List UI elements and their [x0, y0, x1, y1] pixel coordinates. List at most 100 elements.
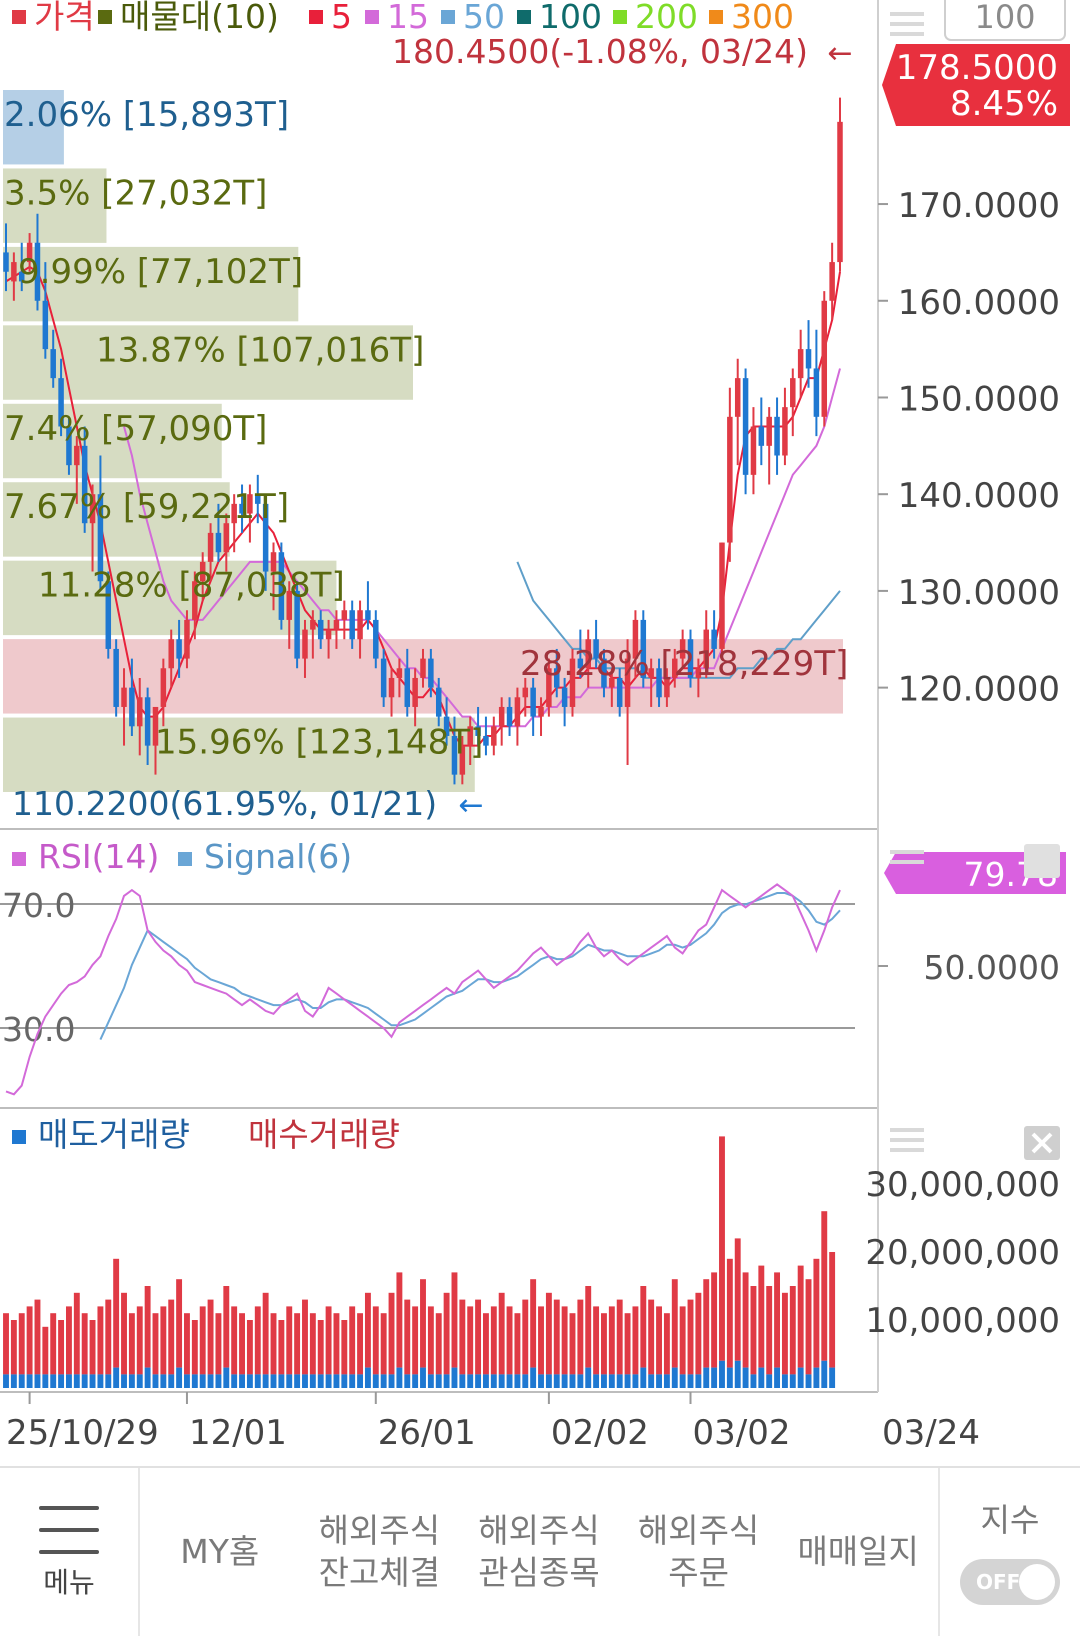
- sell-volume-bar: [160, 1374, 167, 1388]
- candle-body: [26, 242, 33, 263]
- buy-volume-bar: [742, 1272, 749, 1368]
- toolbar-item-label: 해외주식: [478, 1511, 600, 1550]
- candle-body: [664, 677, 670, 698]
- sell-volume-bar: [18, 1374, 25, 1388]
- candle-body: [727, 416, 733, 543]
- sell-volume-bar: [404, 1374, 411, 1388]
- candle-body: [192, 581, 198, 620]
- buy-volume-bar: [81, 1313, 88, 1375]
- price-tick-label: 130.0000: [898, 573, 1060, 613]
- toolbar-item-watchlist[interactable]: 해외주식 관심종목: [459, 1468, 619, 1636]
- legend-label: 300: [731, 0, 794, 36]
- buy-volume-bar: [695, 1292, 702, 1375]
- buy-volume-bar: [734, 1238, 741, 1361]
- buy-volume-bar: [364, 1292, 371, 1368]
- legend-label: 200: [635, 0, 698, 36]
- sell-volume-bar: [270, 1374, 277, 1388]
- menu-button[interactable]: 메뉴: [0, 1468, 140, 1636]
- signal-line: [99, 892, 841, 1041]
- toolbar-item-order[interactable]: 해외주식 주문: [619, 1468, 779, 1636]
- candle-body: [561, 687, 568, 707]
- toolbar-item-holdings[interactable]: 해외주식 잔고체결: [300, 1468, 460, 1636]
- toolbar-item-label: 해외주식: [318, 1511, 441, 1550]
- buy-volume-bar: [357, 1313, 364, 1375]
- buy-volume-bar: [435, 1313, 442, 1375]
- rsi-settings-icon[interactable]: [890, 850, 924, 864]
- candle-body: [176, 639, 182, 659]
- price-tick-label: 160.0000: [898, 283, 1060, 323]
- volume-tick-label: 30,000,000: [865, 1165, 1060, 1205]
- sell-volume-bar: [184, 1374, 190, 1388]
- candle-body: [530, 687, 536, 717]
- buy-volume-bar: [648, 1299, 655, 1375]
- volume-close-icon[interactable]: [1024, 1126, 1060, 1160]
- sell-volume-bar: [695, 1374, 702, 1388]
- date-last-label: 03/24: [882, 1413, 980, 1453]
- rsi-lines: [5, 883, 841, 1096]
- sell-volume-bar: [475, 1374, 482, 1388]
- candle-body: [585, 639, 591, 669]
- sell-volume-bar: [766, 1374, 773, 1388]
- toolbar-item-trading-journal[interactable]: 매매일지: [778, 1468, 938, 1636]
- sell-volume-bar: [396, 1367, 403, 1388]
- candle-body: [58, 378, 64, 427]
- profile-label: 15.96% [123,148T]: [155, 723, 483, 763]
- sell-volume-bar: [42, 1374, 49, 1388]
- buy-volume-bar: [128, 1313, 135, 1375]
- candle-body: [152, 706, 159, 746]
- chart-settings-icon[interactable]: [890, 12, 924, 36]
- sell-volume-bar: [443, 1374, 450, 1388]
- date-tick-label: 03/02: [693, 1413, 791, 1453]
- toolbar-item-label: 해외주식: [637, 1511, 760, 1550]
- candle-body: [774, 416, 780, 456]
- legend-label: 100: [539, 0, 602, 36]
- profile-label: 28.28% [218,229T]: [520, 644, 848, 684]
- sell-volume-bar: [687, 1374, 694, 1388]
- sell-volume-bar: [121, 1374, 127, 1388]
- sell-volume-bar: [608, 1374, 615, 1388]
- buy-volume-bar: [254, 1306, 261, 1375]
- profile-label: 7.67% [59,221T]: [4, 487, 289, 527]
- candle-body: [113, 648, 119, 707]
- candle-body: [89, 494, 96, 524]
- volume-profile-labels: 2.06% [15,893T] 3.5% [27,032T] 9.99% [77,1…: [4, 95, 848, 763]
- buy-volume-bar: [286, 1306, 293, 1375]
- buy-volume-bar: [325, 1306, 332, 1375]
- period-box[interactable]: [944, 0, 1066, 41]
- buy-volume-bar: [34, 1299, 41, 1375]
- candle-body: [569, 658, 576, 707]
- legend-label: 50: [463, 0, 505, 36]
- index-toggle[interactable]: OFF: [959, 1559, 1060, 1605]
- candle-body: [365, 610, 371, 620]
- candle-body: [577, 658, 584, 669]
- buy-volume-bar: [726, 1258, 733, 1368]
- toolbar-item-my-home[interactable]: MY홈: [140, 1468, 300, 1636]
- profile-label: 2.06% [15,893T]: [4, 95, 289, 135]
- rsi-close-icon[interactable]: [1024, 844, 1060, 878]
- candle-body: [396, 668, 403, 678]
- buy-volume-bar: [482, 1313, 489, 1375]
- price-tick-label: 140.0000: [898, 476, 1060, 516]
- sell-volume-bar: [136, 1374, 143, 1388]
- legend-label: 가격: [34, 0, 95, 36]
- sell-volume-bar: [459, 1374, 466, 1388]
- sell-volume-bar: [829, 1367, 836, 1388]
- candle-body: [3, 252, 9, 272]
- candle-body: [74, 445, 80, 466]
- buy-volume-bar: [231, 1306, 238, 1375]
- sell-volume-bar: [341, 1374, 348, 1388]
- stock-chart[interactable]: 2.06% [15,893T] 3.5% [27,032T] 9.99% [77,1…: [0, 0, 1080, 1465]
- buy-volume-bar: [412, 1306, 419, 1375]
- buy-volume-bar: [278, 1320, 285, 1375]
- legend-swatch: [98, 10, 112, 24]
- sell-volume-bar: [726, 1367, 733, 1388]
- sell-volume-bar: [671, 1367, 678, 1388]
- volume-settings-icon[interactable]: [890, 1128, 924, 1152]
- sell-volume-bar: [278, 1374, 285, 1388]
- sell-volume-bar: [215, 1374, 222, 1388]
- candle-body: [66, 426, 72, 466]
- buy-volume-bar: [26, 1306, 33, 1375]
- price-tick-label: 120.0000: [898, 670, 1060, 710]
- volume-tick-label: 20,000,000: [865, 1233, 1060, 1273]
- sell-volume-bar: [538, 1374, 544, 1388]
